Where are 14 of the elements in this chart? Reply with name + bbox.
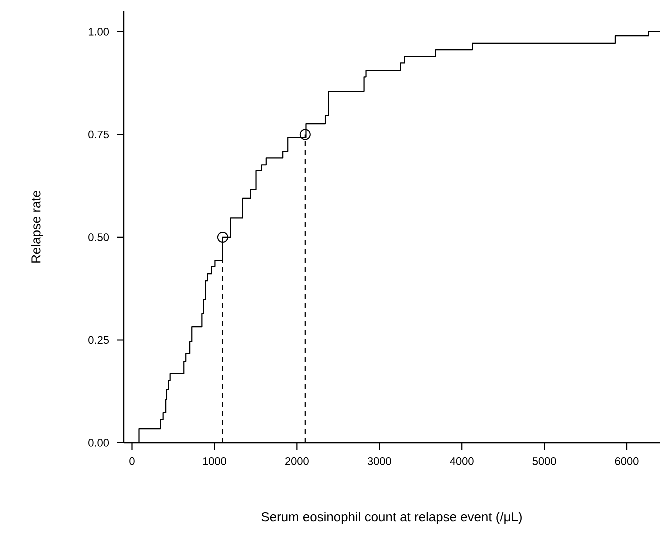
y-tick-label: 0.25 bbox=[88, 336, 110, 344]
x-tick-label: 0 bbox=[130, 458, 135, 466]
x-tick-label: 1000 bbox=[203, 458, 226, 466]
x-axis-title: Serum eosinophil count at relapse event (/μL) bbox=[262, 512, 522, 524]
x-tick-label: 2000 bbox=[286, 458, 309, 466]
x-tick-label: 6000 bbox=[615, 458, 639, 466]
x-tick-label: 3000 bbox=[368, 458, 392, 466]
x-tick-label: 5000 bbox=[532, 458, 556, 466]
y-tick-label: 0.00 bbox=[88, 439, 110, 447]
y-axis-title: Relapse rate bbox=[31, 191, 44, 263]
y-tick-label: 0.75 bbox=[88, 130, 110, 139]
y-tick-label: 1.00 bbox=[88, 28, 110, 36]
x-tick-label: 4000 bbox=[450, 458, 474, 466]
y-tick-label: 0.50 bbox=[88, 234, 110, 242]
